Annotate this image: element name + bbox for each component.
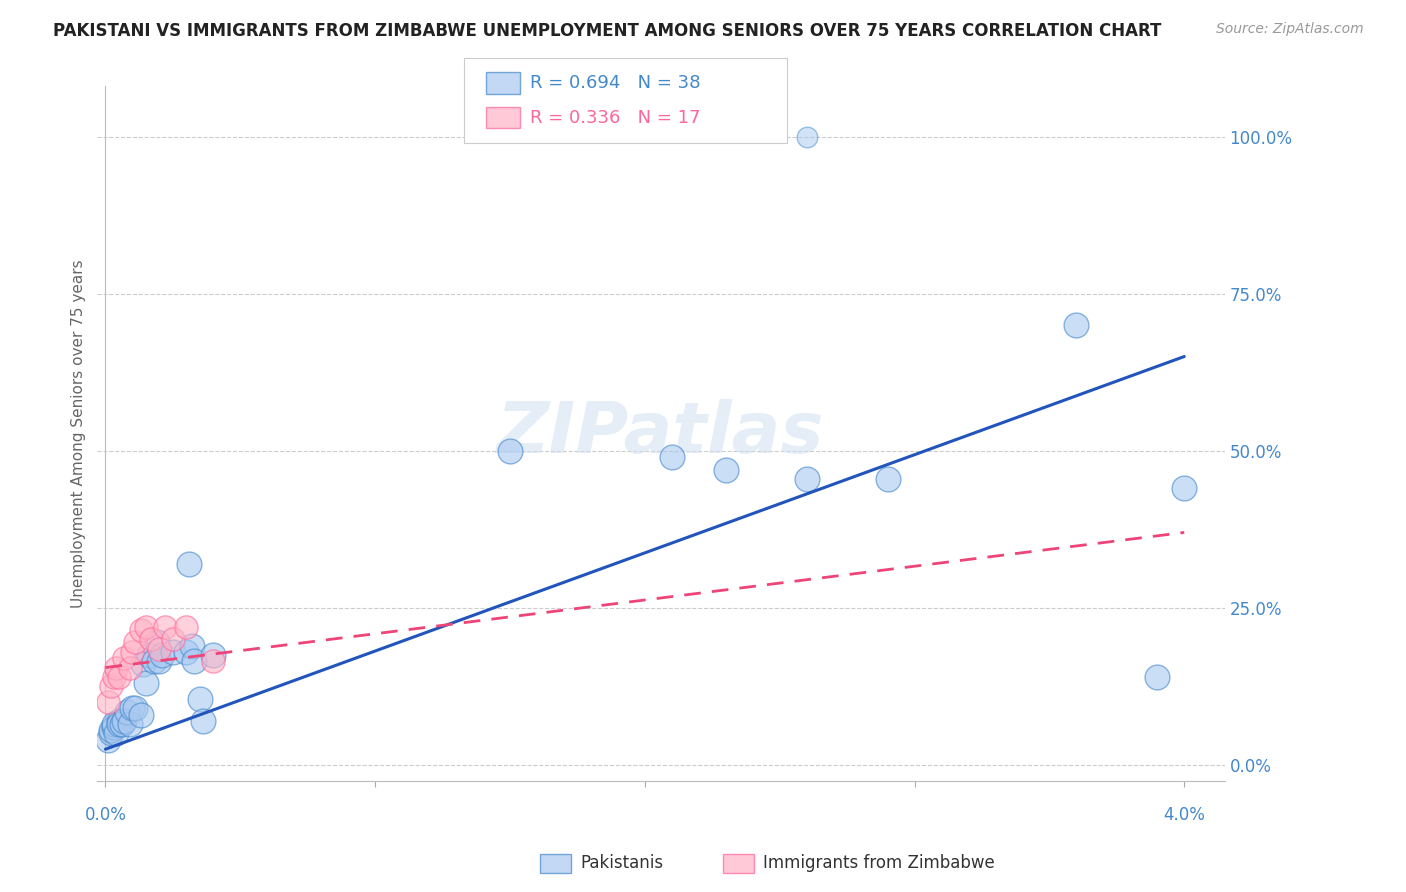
- Text: PAKISTANI VS IMMIGRANTS FROM ZIMBABWE UNEMPLOYMENT AMONG SENIORS OVER 75 YEARS C: PAKISTANI VS IMMIGRANTS FROM ZIMBABWE UN…: [53, 22, 1161, 40]
- Point: [1173, 482, 1195, 496]
- Text: ZIPatlas: ZIPatlas: [498, 399, 825, 468]
- Point: [100, 723, 122, 738]
- Point: [143, 654, 166, 668]
- Point: [105, 660, 128, 674]
- Point: [796, 472, 818, 486]
- Text: 4.0%: 4.0%: [1163, 805, 1205, 823]
- Point: [103, 670, 125, 684]
- Point: [111, 717, 134, 731]
- Point: [177, 557, 200, 571]
- Point: [876, 472, 898, 486]
- Point: [103, 720, 125, 734]
- Point: [112, 714, 135, 728]
- Point: [176, 645, 198, 659]
- Point: [129, 707, 152, 722]
- Text: R = 0.694   N = 38: R = 0.694 N = 38: [530, 74, 700, 92]
- Point: [499, 443, 522, 458]
- Point: [202, 648, 225, 662]
- Text: 0.0%: 0.0%: [84, 805, 127, 823]
- Point: [1066, 318, 1088, 332]
- Point: [796, 129, 818, 144]
- Point: [148, 641, 170, 656]
- Point: [97, 732, 120, 747]
- Point: [121, 701, 143, 715]
- Point: [661, 450, 683, 464]
- Text: R = 0.336   N = 17: R = 0.336 N = 17: [530, 109, 700, 127]
- Point: [162, 645, 184, 659]
- Point: [135, 620, 157, 634]
- Point: [129, 623, 152, 637]
- Point: [141, 632, 163, 647]
- Point: [112, 651, 135, 665]
- Point: [124, 635, 146, 649]
- Point: [124, 701, 146, 715]
- Y-axis label: Unemployment Among Seniors over 75 years: Unemployment Among Seniors over 75 years: [72, 260, 86, 607]
- Point: [118, 660, 141, 674]
- Point: [108, 714, 131, 728]
- Point: [108, 717, 131, 731]
- Text: Immigrants from Zimbabwe: Immigrants from Zimbabwe: [763, 855, 995, 872]
- Point: [100, 679, 122, 693]
- Point: [180, 639, 202, 653]
- Point: [153, 620, 176, 634]
- Point: [100, 726, 122, 740]
- Point: [105, 726, 128, 740]
- Point: [162, 632, 184, 647]
- Point: [191, 714, 214, 728]
- Point: [148, 654, 170, 668]
- Point: [108, 670, 131, 684]
- Text: Pakistanis: Pakistanis: [581, 855, 664, 872]
- Point: [714, 462, 737, 476]
- Point: [121, 645, 143, 659]
- Point: [115, 705, 138, 719]
- Point: [103, 717, 125, 731]
- Point: [183, 654, 205, 668]
- Point: [150, 648, 173, 662]
- Point: [1146, 670, 1168, 684]
- Point: [145, 635, 167, 649]
- Point: [97, 695, 120, 709]
- Point: [202, 654, 225, 668]
- Point: [132, 657, 155, 672]
- Point: [135, 676, 157, 690]
- Point: [176, 620, 198, 634]
- Text: Source: ZipAtlas.com: Source: ZipAtlas.com: [1216, 22, 1364, 37]
- Point: [138, 648, 160, 662]
- Point: [118, 717, 141, 731]
- Point: [188, 692, 211, 706]
